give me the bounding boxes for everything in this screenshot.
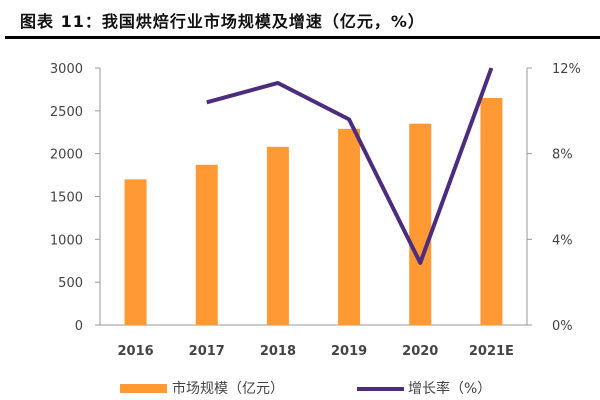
x-tick-label: 2019: [331, 344, 367, 359]
legend-bar-swatch: [120, 384, 167, 393]
left-tick-label: 1000: [50, 233, 83, 248]
bar-2016: [124, 179, 147, 325]
x-tick-label: 2018: [260, 344, 296, 359]
x-tick-label: 2020: [402, 344, 438, 359]
x-tick-label: 2016: [117, 344, 153, 359]
right-tick-label: 8%: [552, 148, 573, 163]
left-tick-label: 0: [75, 319, 83, 334]
legend-bar-label: 市场规模（亿元）: [172, 380, 284, 397]
right-tick-label: 4%: [552, 233, 573, 248]
bar-2020: [409, 123, 432, 325]
bar-2021E: [480, 97, 503, 325]
left-tick-label: 2500: [50, 105, 83, 120]
left-tick-label: 3000: [50, 62, 83, 77]
left-tick-label: 1500: [50, 191, 83, 206]
bar-2018: [266, 146, 289, 325]
title-rule: [5, 36, 600, 39]
x-tick-label: 2021E: [469, 344, 514, 359]
legend-line-label: 增长率（%）: [408, 380, 491, 397]
left-tick-label: 2000: [50, 148, 83, 163]
right-tick-label: 12%: [552, 62, 581, 77]
x-tick-label: 2017: [189, 344, 225, 359]
bar-2019: [338, 128, 361, 325]
right-tick-label: 0%: [552, 319, 573, 334]
left-tick-label: 500: [58, 276, 83, 291]
chart-title: 图表 11：我国烘焙行业市场规模及增速（亿元，%）: [20, 12, 425, 31]
bar-2017: [195, 164, 218, 325]
